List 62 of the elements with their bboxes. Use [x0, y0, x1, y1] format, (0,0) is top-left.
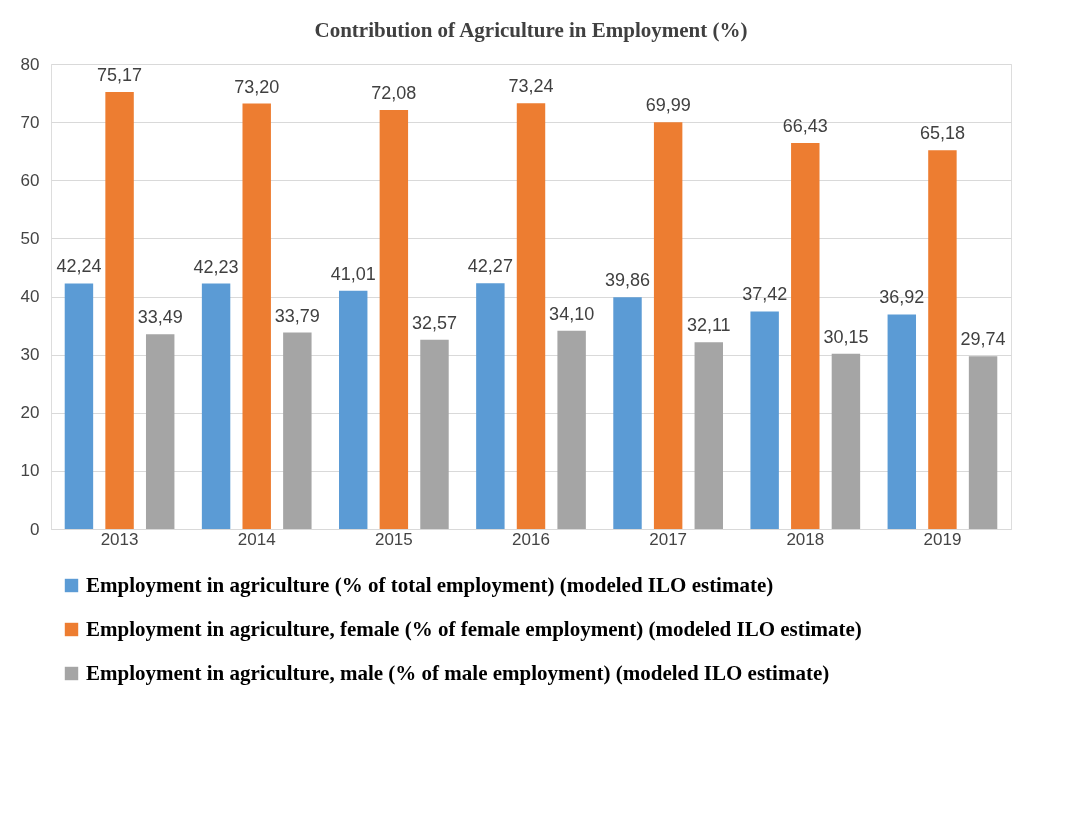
legend-label: Employment in agriculture, male (% of male employment) (modeled ILO estimate)	[86, 660, 830, 685]
data-label: 69,99	[645, 95, 691, 116]
bar	[516, 103, 546, 529]
y-tick-label: 70	[20, 112, 40, 132]
bar	[653, 122, 683, 529]
data-label: 42,24	[56, 256, 102, 277]
bar	[613, 297, 642, 529]
bar	[283, 332, 312, 529]
y-tick-label: 0	[30, 519, 40, 539]
y-tick-label: 50	[20, 228, 40, 248]
bar	[201, 283, 231, 529]
bar	[242, 103, 271, 529]
data-label: 34,10	[549, 303, 595, 324]
bar	[145, 334, 175, 529]
y-tick-label: 20	[20, 403, 40, 423]
bar	[791, 142, 820, 529]
data-label: 33,79	[274, 305, 320, 326]
legend-label: Employment in agriculture (% of total employment) (modeled ILO estimate)	[86, 572, 774, 597]
bar	[831, 353, 861, 529]
x-tick-label: 2019	[923, 529, 962, 549]
bar	[887, 314, 917, 529]
data-label: 36,92	[879, 287, 925, 308]
data-label: 73,20	[234, 76, 280, 97]
data-label: 42,23	[193, 256, 239, 277]
data-label: 32,11	[686, 315, 731, 336]
data-label: 32,57	[411, 312, 458, 333]
data-label: 29,74	[960, 329, 1006, 350]
x-tick-label: 2013	[100, 529, 139, 549]
y-tick-label: 80	[20, 54, 40, 74]
x-tick-label: 2018	[786, 529, 825, 549]
data-label: 30,15	[823, 326, 869, 347]
data-label: 66,43	[782, 115, 828, 136]
data-label: 65,18	[919, 123, 965, 144]
x-tick-label: 2016	[512, 529, 550, 549]
bar	[968, 356, 998, 529]
data-label: 39,86	[604, 270, 651, 291]
data-label: 72,08	[371, 83, 417, 104]
data-label: 33,49	[137, 307, 183, 328]
data-label: 75,17	[97, 65, 143, 86]
bar	[339, 290, 368, 529]
bar	[928, 150, 957, 529]
data-label: 37,42	[742, 284, 788, 305]
data-label: 73,24	[508, 76, 554, 97]
bar	[476, 283, 505, 529]
bar	[420, 339, 449, 529]
bar	[64, 283, 94, 529]
data-label: 42,27	[467, 256, 513, 277]
y-tick-label: 30	[20, 345, 40, 365]
legend-label: Employment in agriculture, female (% of female employment) (modeled ILO estimate)	[86, 616, 862, 641]
y-tick-label: 60	[20, 170, 40, 190]
bar	[557, 330, 586, 529]
x-tick-label: 2017	[649, 529, 688, 549]
y-tick-label: 40	[20, 287, 40, 306]
data-label: 41,01	[330, 263, 376, 284]
x-tick-label: 2014	[237, 529, 276, 549]
bar	[694, 342, 723, 529]
bar	[105, 92, 134, 529]
y-tick-label: 10	[20, 461, 40, 481]
x-tick-label: 2015	[374, 529, 413, 549]
chart-title: Contribution of Agriculture in Employment (%)	[314, 18, 748, 42]
bar	[750, 311, 779, 529]
bar	[379, 110, 409, 529]
